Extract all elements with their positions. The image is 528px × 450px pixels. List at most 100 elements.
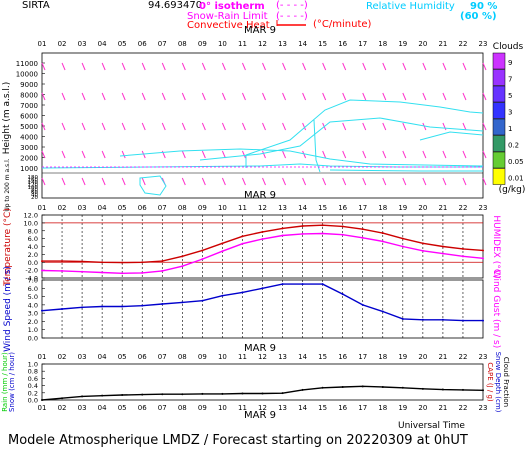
hour-tick-label: 02 bbox=[58, 353, 67, 361]
wind-arrow bbox=[302, 62, 307, 71]
y-tick-label: 0.8 bbox=[28, 368, 38, 376]
hour-tick-label: 07 bbox=[158, 204, 167, 212]
hour-tick-label: 04 bbox=[98, 404, 107, 412]
hour-tick-label: 13 bbox=[278, 40, 287, 48]
data-point bbox=[101, 394, 104, 397]
wind-series bbox=[41, 283, 484, 322]
hour-tick-label: 11 bbox=[238, 40, 247, 48]
y-tick-label: 4.0 bbox=[28, 243, 38, 251]
wind-arrow bbox=[141, 92, 146, 101]
hour-tick-label: 07 bbox=[158, 40, 167, 48]
hour-tick-label: 11 bbox=[238, 353, 247, 361]
hour-tick-label: 16 bbox=[338, 40, 347, 48]
data-point bbox=[301, 225, 304, 228]
hour-tick-label: 23 bbox=[479, 40, 488, 48]
hour-tick-label: 07 bbox=[158, 353, 167, 361]
wind-arrow bbox=[482, 177, 487, 186]
y-tick-label: 7.0 bbox=[28, 277, 38, 285]
hour-tick-label: 06 bbox=[138, 40, 147, 48]
data-point bbox=[161, 260, 164, 263]
data-point bbox=[301, 388, 304, 391]
station-code: 94.693470 bbox=[148, 0, 202, 11]
hour-axis-2: 01 02 03 04 05 06 07 08 09 10 11 12 13 14 15 16 17 18 19 20… bbox=[38, 204, 488, 212]
low-height-tick-label: 140 bbox=[28, 180, 39, 186]
wind-arrow bbox=[61, 92, 66, 101]
legend-snow-rain-dashes: (- - - -) bbox=[276, 11, 308, 22]
data-point bbox=[121, 393, 124, 396]
y-tick-label: 0.6 bbox=[28, 375, 38, 383]
wind-arrow bbox=[422, 122, 427, 131]
data-point bbox=[261, 392, 264, 395]
y-tick-label: 1.0 bbox=[28, 361, 38, 369]
wind-arrow bbox=[482, 92, 487, 101]
hour-tick-label: 18 bbox=[378, 40, 387, 48]
clouds-legend-level: 1 bbox=[508, 125, 512, 133]
wind-arrow bbox=[362, 92, 367, 101]
wind-arrow bbox=[201, 150, 206, 159]
hour-tick-label: 19 bbox=[398, 404, 407, 412]
wind-arrow bbox=[442, 122, 447, 131]
data-point bbox=[482, 389, 484, 392]
hour-tick-label: 23 bbox=[479, 204, 488, 212]
hour-tick-label: 09 bbox=[198, 40, 207, 48]
hour-tick-label: 23 bbox=[479, 353, 488, 361]
hour-tick-label: 21 bbox=[438, 204, 447, 212]
hour-tick-label: 17 bbox=[358, 204, 367, 212]
data-point bbox=[301, 283, 304, 286]
wind-arrow bbox=[302, 150, 307, 159]
wind-arrow bbox=[422, 92, 427, 101]
clouds-legend-swatch bbox=[492, 135, 506, 152]
clouds-legend-level: 0.05 bbox=[508, 158, 524, 166]
hour-tick-label: 15 bbox=[318, 353, 327, 361]
height-tick-label: 5000 bbox=[20, 123, 38, 131]
data-point bbox=[361, 385, 364, 388]
hour-tick-label: 17 bbox=[358, 404, 367, 412]
wind-arrow bbox=[121, 122, 126, 131]
hour-tick-label: 19 bbox=[398, 40, 407, 48]
hour-tick-label: 12 bbox=[258, 353, 267, 361]
data-point bbox=[421, 249, 424, 252]
wind-arrow bbox=[442, 92, 447, 101]
legend-convective: Convective Heat bbox=[187, 20, 270, 31]
data-point bbox=[321, 224, 324, 227]
humidex-axis-label: HUMIDEX (°C) bbox=[491, 215, 501, 278]
data-point bbox=[141, 393, 144, 396]
data-point bbox=[301, 232, 304, 235]
wind-arrow bbox=[302, 177, 307, 186]
wind-arrow bbox=[41, 62, 46, 71]
y-tick-label: 12.0 bbox=[24, 212, 38, 220]
humidity-contours bbox=[41, 99, 484, 196]
wind-arrow bbox=[402, 62, 407, 71]
y-tick-label: 2.0 bbox=[28, 318, 38, 326]
wind-arrow bbox=[322, 62, 327, 71]
wind-arrow bbox=[282, 92, 287, 101]
data-point bbox=[341, 225, 344, 228]
wind-arrow bbox=[81, 177, 86, 186]
wind-arrow bbox=[61, 150, 66, 159]
hour-tick-label: 15 bbox=[318, 204, 327, 212]
hour-tick-label: 14 bbox=[298, 353, 307, 361]
data-point bbox=[81, 270, 84, 273]
wind-arrow bbox=[362, 150, 367, 159]
hour-tick-label: 08 bbox=[178, 404, 187, 412]
data-point bbox=[281, 392, 284, 395]
wind-arrow bbox=[422, 150, 427, 159]
height-tick-label: 7000 bbox=[20, 102, 38, 110]
data-point bbox=[261, 230, 264, 233]
clouds-legend-swatch bbox=[492, 102, 506, 119]
wind-arrow bbox=[61, 62, 66, 71]
y-tick-label: 10.0 bbox=[24, 219, 38, 227]
wind-arrow bbox=[121, 62, 126, 71]
hour-tick-label: 10 bbox=[218, 404, 227, 412]
wind-arrow bbox=[201, 122, 206, 131]
wind-arrow bbox=[282, 177, 287, 186]
legend-rh-60: (60 %) bbox=[460, 11, 497, 22]
hour-tick-label: 18 bbox=[378, 204, 387, 212]
wind-arrow bbox=[61, 122, 66, 131]
wind-arrow bbox=[462, 92, 467, 101]
wind-arrow bbox=[442, 177, 447, 186]
data-point bbox=[321, 283, 324, 286]
hour-tick-label: 04 bbox=[98, 353, 107, 361]
data-point bbox=[121, 261, 124, 264]
